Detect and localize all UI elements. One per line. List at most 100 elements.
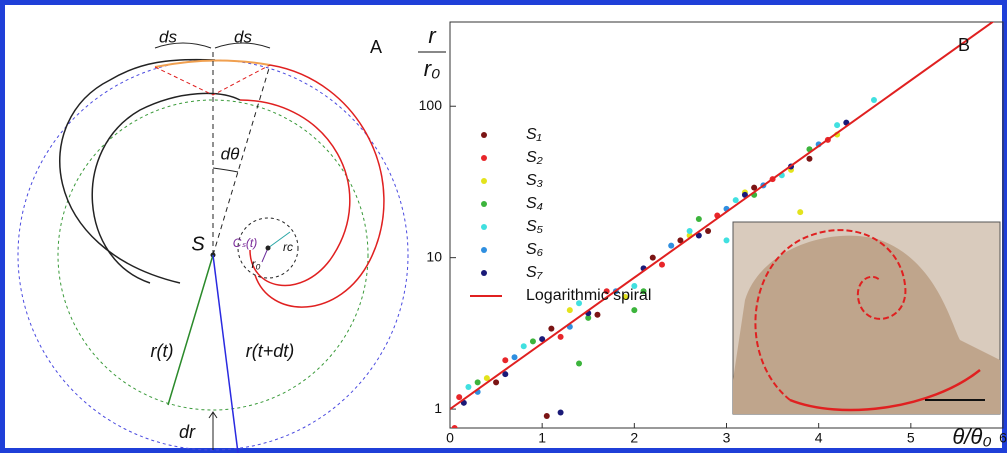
point <box>658 261 665 268</box>
diagram-label: ds <box>159 27 177 46</box>
legend-marker <box>481 201 487 207</box>
red-arc <box>254 64 385 308</box>
legend-marker <box>481 224 487 230</box>
x-tick-label: 1 <box>538 430 546 446</box>
legend: S₁ S₂ S₃ S₄ S₅ S₆ S₇ Logarithmic spiral <box>470 126 651 304</box>
x-tick-label: 2 <box>630 430 638 446</box>
point <box>705 227 712 234</box>
point <box>723 237 730 244</box>
diagram-label: r(t) <box>151 341 174 361</box>
point <box>741 191 748 198</box>
ds-bracket <box>154 42 271 49</box>
panel-label: A <box>370 37 382 57</box>
diagram-label: rᴄ <box>283 240 293 254</box>
y-label: r <box>428 23 437 48</box>
point <box>520 343 527 350</box>
point-c <box>265 245 271 251</box>
inset-photo <box>732 221 1001 415</box>
point <box>686 227 693 234</box>
dr-arrow <box>208 411 218 450</box>
point <box>695 232 702 239</box>
point <box>751 184 758 191</box>
inset-spiral <box>754 229 907 401</box>
point <box>834 122 841 129</box>
x-label: θ/θ₀ <box>952 424 991 449</box>
inset-spiral <box>789 369 981 412</box>
osculating-circle <box>237 217 299 279</box>
y-tick-label: 10 <box>426 248 442 264</box>
x-tick-label: 3 <box>723 430 731 446</box>
legend-label: S₆ <box>526 241 544 258</box>
y-tick-label: 1 <box>434 400 442 416</box>
tissue <box>733 235 1000 414</box>
fit-line <box>450 22 995 410</box>
y-tick-label: 100 <box>419 97 443 113</box>
legend-label: Logarithmic spiral <box>526 287 651 304</box>
black-arc <box>59 58 216 284</box>
legend-label: S₁ <box>526 126 542 143</box>
point <box>695 216 702 223</box>
radius-t-dt <box>212 254 239 453</box>
x-tick-label: 4 <box>815 430 823 446</box>
legend-label: S₄ <box>526 195 543 212</box>
x-tick-label: 0 <box>446 430 454 446</box>
point <box>649 254 656 261</box>
panel-label: B <box>958 35 970 55</box>
diagram-label: r(t+dt) <box>246 341 295 361</box>
point <box>566 307 573 314</box>
point <box>451 425 458 428</box>
diagram-label: Cₛ(t) <box>233 236 257 250</box>
rc-line <box>267 231 291 249</box>
r0-line <box>261 247 269 263</box>
point <box>539 336 546 343</box>
diagram-label: dr <box>179 422 196 442</box>
point <box>474 379 481 386</box>
x-tick-label: 5 <box>907 430 915 446</box>
point <box>483 375 490 382</box>
point <box>668 242 675 249</box>
legend-marker <box>481 132 487 138</box>
point <box>640 288 647 295</box>
legend-marker <box>481 270 487 276</box>
point <box>732 197 739 204</box>
point <box>585 314 592 321</box>
data-marks <box>450 22 995 428</box>
legend-label: S₂ <box>526 149 543 166</box>
legend-label: S₇ <box>526 264 544 281</box>
point <box>529 338 536 345</box>
point <box>511 354 518 361</box>
point <box>502 371 509 378</box>
point <box>594 311 601 318</box>
diagram-label: dθ <box>221 144 240 163</box>
point <box>797 209 804 216</box>
x-tick-label: 6 <box>999 430 1007 446</box>
point <box>456 394 463 401</box>
point <box>631 307 638 314</box>
angle-arc <box>212 167 239 173</box>
point <box>576 360 583 367</box>
point <box>543 413 550 420</box>
diagram-label: ds <box>234 27 252 46</box>
point <box>677 237 684 244</box>
legend-marker <box>481 247 487 253</box>
point <box>870 96 877 103</box>
legend-label: S₅ <box>526 218 544 235</box>
point <box>557 333 564 340</box>
diagram-label: S <box>191 233 205 255</box>
point <box>631 282 638 289</box>
radius-dashed <box>212 64 271 256</box>
point <box>603 288 610 295</box>
point <box>465 383 472 390</box>
point <box>806 155 813 162</box>
legend-marker <box>481 178 487 184</box>
point <box>576 300 583 307</box>
arc-ds <box>154 59 271 68</box>
point <box>557 409 564 416</box>
point <box>622 293 629 300</box>
diagram-label: r₀ <box>251 257 260 271</box>
red-arc <box>239 99 351 287</box>
point <box>502 357 509 364</box>
